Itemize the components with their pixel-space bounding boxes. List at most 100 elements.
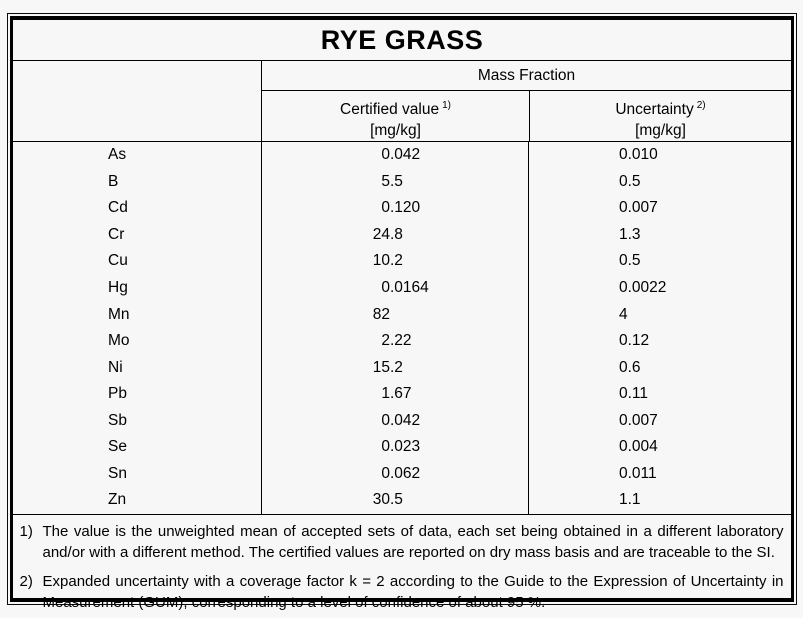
certified-value-fraction: .062	[390, 464, 421, 482]
uncertainty-cell: 0.12	[528, 327, 791, 355]
table-frame: RYE GRASS Mass Fraction Certified value 1…	[7, 13, 797, 611]
certified-value-fraction: .67	[390, 385, 412, 403]
certified-value: 10.2	[372, 252, 403, 270]
footnote: 2) Expanded uncertainty with a coverage …	[20, 571, 786, 613]
rye-grass-table: RYE GRASS Mass Fraction Certified value 1…	[10, 16, 794, 611]
uncertainty-cell: 0.007	[528, 195, 791, 222]
certified-value-cell: 30.5	[261, 487, 528, 514]
footnote-text: Expanded uncertainty with a coverage fac…	[42, 572, 784, 611]
table-row: B 5.5 0.5	[13, 168, 791, 196]
uncertainty-value: 4	[619, 305, 628, 323]
certified-value-cell: 0.062	[261, 460, 528, 488]
table-row: As 0.042 0.010	[13, 142, 791, 169]
element-column-header-empty	[13, 61, 261, 141]
certified-value-fraction: .120	[390, 199, 421, 217]
table-row: Sn 0.062 0.011	[13, 460, 791, 488]
certified-value-fraction: .5	[390, 491, 403, 509]
certified-value-cell: 5.5	[261, 168, 528, 196]
uncertainty-cell: 0.5	[528, 168, 791, 196]
uncertainty-cell: 1.3	[528, 221, 791, 249]
certified-value-integer: 24	[372, 225, 390, 243]
element-symbol-cell: Hg	[13, 275, 261, 302]
element-symbol-cell: Sn	[13, 461, 261, 488]
certified-value-integer: 5	[381, 172, 390, 190]
certified-value-fraction: .042	[390, 146, 421, 164]
certified-value: 5.5	[372, 173, 403, 191]
uncertainty-value: 1.1	[619, 491, 641, 509]
certified-value-cell: 0.0164	[261, 274, 528, 302]
table-row: Cr 24.8 1.3	[13, 221, 791, 249]
element-symbol: Mn	[108, 305, 130, 323]
certified-value-cell: 82	[261, 301, 528, 328]
certified-value: 0.0164	[372, 279, 429, 297]
table-row: Se 0.023 0.004	[13, 434, 791, 461]
element-symbol: Se	[108, 438, 127, 456]
uncertainty-value: 1.3	[619, 225, 641, 243]
certified-value: 30.5	[372, 491, 403, 509]
uncertainty-value: 0.010	[619, 146, 658, 164]
certified-value-integer: 30	[372, 491, 390, 509]
uncertainty-value: 0.5	[619, 252, 641, 270]
table-title: RYE GRASS	[13, 20, 791, 61]
certified-value-fraction: .0164	[390, 279, 429, 296]
certified-value-header: Certified value 1) [mg/kg]	[262, 91, 529, 141]
certified-value-integer: 1	[381, 385, 390, 403]
certified-value-label-line: Certified value 1)	[262, 95, 529, 120]
element-symbol: As	[108, 146, 127, 164]
footnote-text: The value is the unweighted mean of acce…	[42, 522, 784, 561]
table-row: Hg 0.0164 0.0022	[13, 274, 791, 302]
uncertainty-value: 0.011	[619, 464, 657, 482]
footnote-marker: 1)	[19, 522, 33, 540]
uncertainty-value: 0.12	[619, 332, 650, 350]
uncertainty-cell: 0.011	[528, 460, 791, 488]
uncertainty-unit: [mg/kg]	[635, 122, 686, 139]
uncertainty-value: 0.007	[619, 199, 658, 217]
certified-value-cell: 24.8	[261, 221, 528, 249]
table-row: Cd 0.120 0.007	[13, 195, 791, 222]
element-symbol-cell: Ni	[13, 354, 261, 381]
element-symbol-cell: Se	[13, 434, 261, 461]
uncertainty-cell: 0.6	[528, 354, 791, 381]
certified-value: 0.042	[372, 412, 420, 430]
element-symbol: Pb	[108, 385, 127, 403]
element-symbol: Mo	[108, 332, 130, 350]
certified-value: 82	[372, 306, 390, 324]
element-symbol: Cd	[108, 199, 128, 217]
element-symbol-cell: Mo	[13, 328, 261, 355]
uncertainty-value: 0.6	[619, 358, 641, 376]
element-symbol-cell: Cu	[13, 248, 261, 275]
certified-value: 15.2	[372, 359, 403, 377]
certified-value-cell: 10.2	[261, 248, 528, 275]
element-symbol-cell: Sb	[13, 407, 261, 434]
element-symbol-cell: Zn	[13, 487, 261, 514]
uncertainty-value: 0.11	[619, 385, 649, 403]
uncertainty-label: Uncertainty	[615, 101, 694, 118]
footnotes-section: 1) The value is the unweighted mean of a…	[13, 515, 791, 618]
table-body: As 0.042 0.010 B 5.5 0.5 Cd 0.120 0.007 …	[13, 142, 791, 515]
certified-value-integer: 10	[372, 252, 390, 270]
element-symbol-cell: B	[13, 169, 261, 196]
table-row: Pb 1.67 0.11	[13, 380, 791, 408]
element-symbol: Cr	[108, 225, 125, 243]
sub-header-row: Certified value 1) [mg/kg] Uncertainty 2) …	[262, 91, 791, 141]
uncertainty-cell: 0.007	[528, 407, 791, 435]
uncertainty-cell: 0.010	[528, 142, 791, 169]
certified-value: 1.67	[372, 385, 412, 403]
uncertainty-value: 0.5	[619, 172, 641, 190]
mass-fraction-group: Mass Fraction Certified value 1) [mg/kg] …	[261, 61, 791, 141]
certified-value: 0.042	[372, 146, 420, 164]
table-row: Ni 15.2 0.6	[13, 354, 791, 381]
table-row: Zn 30.5 1.1	[13, 487, 791, 514]
certified-value-integer: 0	[381, 279, 390, 296]
table-row: Mo 2.22 0.12	[13, 327, 791, 355]
certified-value-integer: 0	[381, 146, 390, 164]
table-row: Cu 10.2 0.5	[13, 248, 791, 275]
certified-value: 24.8	[372, 226, 403, 244]
element-symbol: Hg	[108, 279, 128, 296]
certified-value-cell: 1.67	[261, 380, 528, 408]
certified-value-fraction: .042	[390, 411, 421, 429]
uncertainty-cell: 4	[528, 301, 791, 328]
certified-value-cell: 0.042	[261, 407, 528, 435]
certified-value-fraction: .2	[390, 252, 403, 270]
footnote-ref-1: 1)	[442, 100, 451, 111]
